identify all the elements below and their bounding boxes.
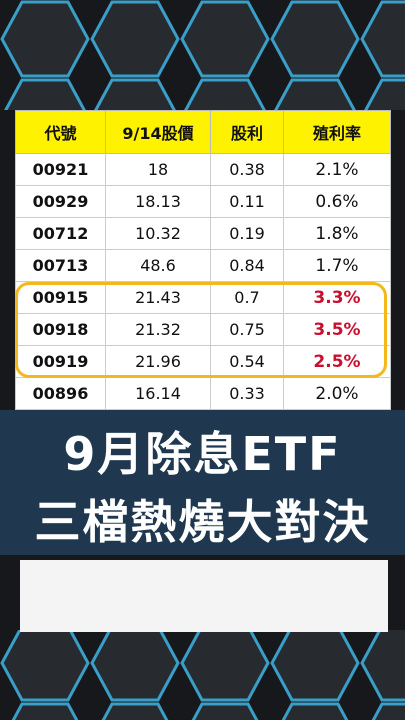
table-cell: 0.7 (210, 281, 284, 314)
title-banner: 9月除息ETF 三檔熱燒大對決 (0, 410, 405, 555)
blank-panel (20, 560, 388, 632)
table-cell: 00921 (15, 153, 106, 186)
title-line: 9月除息ETF (63, 427, 342, 481)
table-cell: 0.33 (210, 377, 284, 410)
table-cell: 1.7% (283, 249, 391, 282)
header-cell: 9/14股價 (105, 110, 211, 154)
table-row: 00896 16.14 0.33 2.0% (15, 377, 391, 410)
table-row: 00929 18.13 0.11 0.6% (15, 185, 391, 218)
etf-table: 代號 9/14股價 股利 殖利率 00921 18 0.38 2.1% 00929 18.13 0… (15, 110, 391, 410)
table-cell: 10.32 (105, 217, 211, 250)
table-cell: 1.8% (283, 217, 391, 250)
table-cell: 0.75 (210, 313, 284, 346)
table-cell: 48.6 (105, 249, 211, 282)
table-cell: 2.1% (283, 153, 391, 186)
table-cell: 00915 (15, 281, 106, 314)
table-cell: 16.14 (105, 377, 211, 410)
table-cell: 00713 (15, 249, 106, 282)
table-row: 00713 48.6 0.84 1.7% (15, 249, 391, 282)
table-row: 00921 18 0.38 2.1% (15, 153, 391, 186)
table-cell: 0.11 (210, 185, 284, 218)
header-cell: 殖利率 (283, 110, 391, 154)
table-cell: 0.19 (210, 217, 284, 250)
header-cell: 代號 (15, 110, 106, 154)
table-cell: 21.32 (105, 313, 211, 346)
table-cell: 0.84 (210, 249, 284, 282)
table-row: 00712 10.32 0.19 1.8% (15, 217, 391, 250)
title-line: 三檔熱燒大對決 (34, 495, 371, 549)
table-cell: 0.6% (283, 185, 391, 218)
table-cell: 18.13 (105, 185, 211, 218)
table-cell: 0.38 (210, 153, 284, 186)
table-cell: 21.43 (105, 281, 211, 314)
table-body: 00921 18 0.38 2.1% 00929 18.13 0.11 0.6% 00712 10… (15, 153, 391, 410)
table-cell: 3.5% (283, 313, 391, 346)
header-row: 代號 9/14股價 股利 殖利率 (15, 110, 391, 154)
table-cell: 18 (105, 153, 211, 186)
table-row: 00915 21.43 0.7 3.3% (15, 281, 391, 314)
table-cell: 00712 (15, 217, 106, 250)
table-cell: 00919 (15, 345, 106, 378)
table-cell: 00929 (15, 185, 106, 218)
highlight-box (15, 282, 387, 378)
table-row: 00918 21.32 0.75 3.5% (15, 313, 391, 346)
table-cell: 2.0% (283, 377, 391, 410)
table-cell: 00896 (15, 377, 106, 410)
header-cell: 股利 (210, 110, 284, 154)
